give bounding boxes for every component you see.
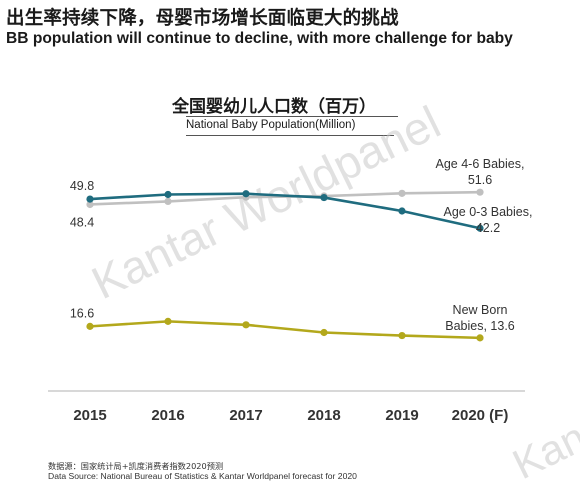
- series-layer: [86, 188, 484, 342]
- series-point: [164, 197, 172, 205]
- source-note-en: Data Source: National Bureau of Statisti…: [48, 471, 357, 481]
- x-axis-tick-labels: 2015 2016 2017 2018 2019 2020 (F): [73, 407, 508, 424]
- x-tick-label: 2018: [307, 407, 340, 424]
- data-label: 42.2: [476, 221, 500, 235]
- series-point: [242, 190, 250, 198]
- data-label-layer: 48.4 Age 4-6 Babies, 51.6 49.8 Age 0-3 Babie…: [70, 157, 533, 333]
- data-label: Babies, 13.6: [445, 319, 515, 333]
- data-label: Age 4-6 Babies,: [436, 157, 525, 171]
- title-underline: [186, 116, 398, 117]
- data-label: Age 0-3 Babies,: [444, 205, 533, 219]
- series-line: [88, 192, 482, 230]
- series-point: [164, 190, 172, 199]
- series-point: [320, 328, 328, 337]
- x-tick-label: 2020 (F): [452, 407, 509, 424]
- series-line: [88, 320, 482, 340]
- chart-subtitle: National Baby Population(Million): [186, 119, 356, 131]
- series-point: [86, 195, 94, 203]
- data-label: 51.6: [468, 173, 492, 187]
- x-tick-label: 2019: [385, 407, 418, 424]
- series-point: [398, 207, 406, 215]
- series-point: [476, 188, 484, 196]
- data-label: 49.8: [70, 179, 94, 193]
- data-label: New Born: [453, 303, 508, 317]
- x-tick-label: 2016: [151, 407, 184, 424]
- x-tick-label: 2015: [73, 407, 106, 424]
- x-tick-label: 2017: [229, 407, 262, 424]
- series-point: [164, 317, 172, 325]
- page-title: 出生率持续下降，母婴市场增长面临更大的挑战: [6, 8, 399, 29]
- page-subtitle: BB population will continue to decline, …: [6, 30, 513, 47]
- watermark-corner-text: Kanta: [505, 397, 580, 485]
- series-point: [86, 322, 94, 330]
- watermark: Kantar Worldpanel Kanta: [84, 96, 580, 485]
- series-point: [320, 193, 328, 202]
- data-label: 16.6: [70, 306, 94, 320]
- chart-title: 全国婴幼儿人口数（百万）: [172, 97, 376, 117]
- source-note-cn: 数据源：国家统计局+凯度消费者指数2020预测: [48, 461, 224, 471]
- series-point: [398, 189, 406, 197]
- series-point: [476, 334, 484, 342]
- series-point: [86, 200, 94, 209]
- series-point: [398, 331, 406, 340]
- series-point: [476, 224, 484, 232]
- data-label: 48.4: [70, 215, 94, 229]
- series-point: [242, 321, 250, 329]
- subtitle-underline: [186, 135, 394, 136]
